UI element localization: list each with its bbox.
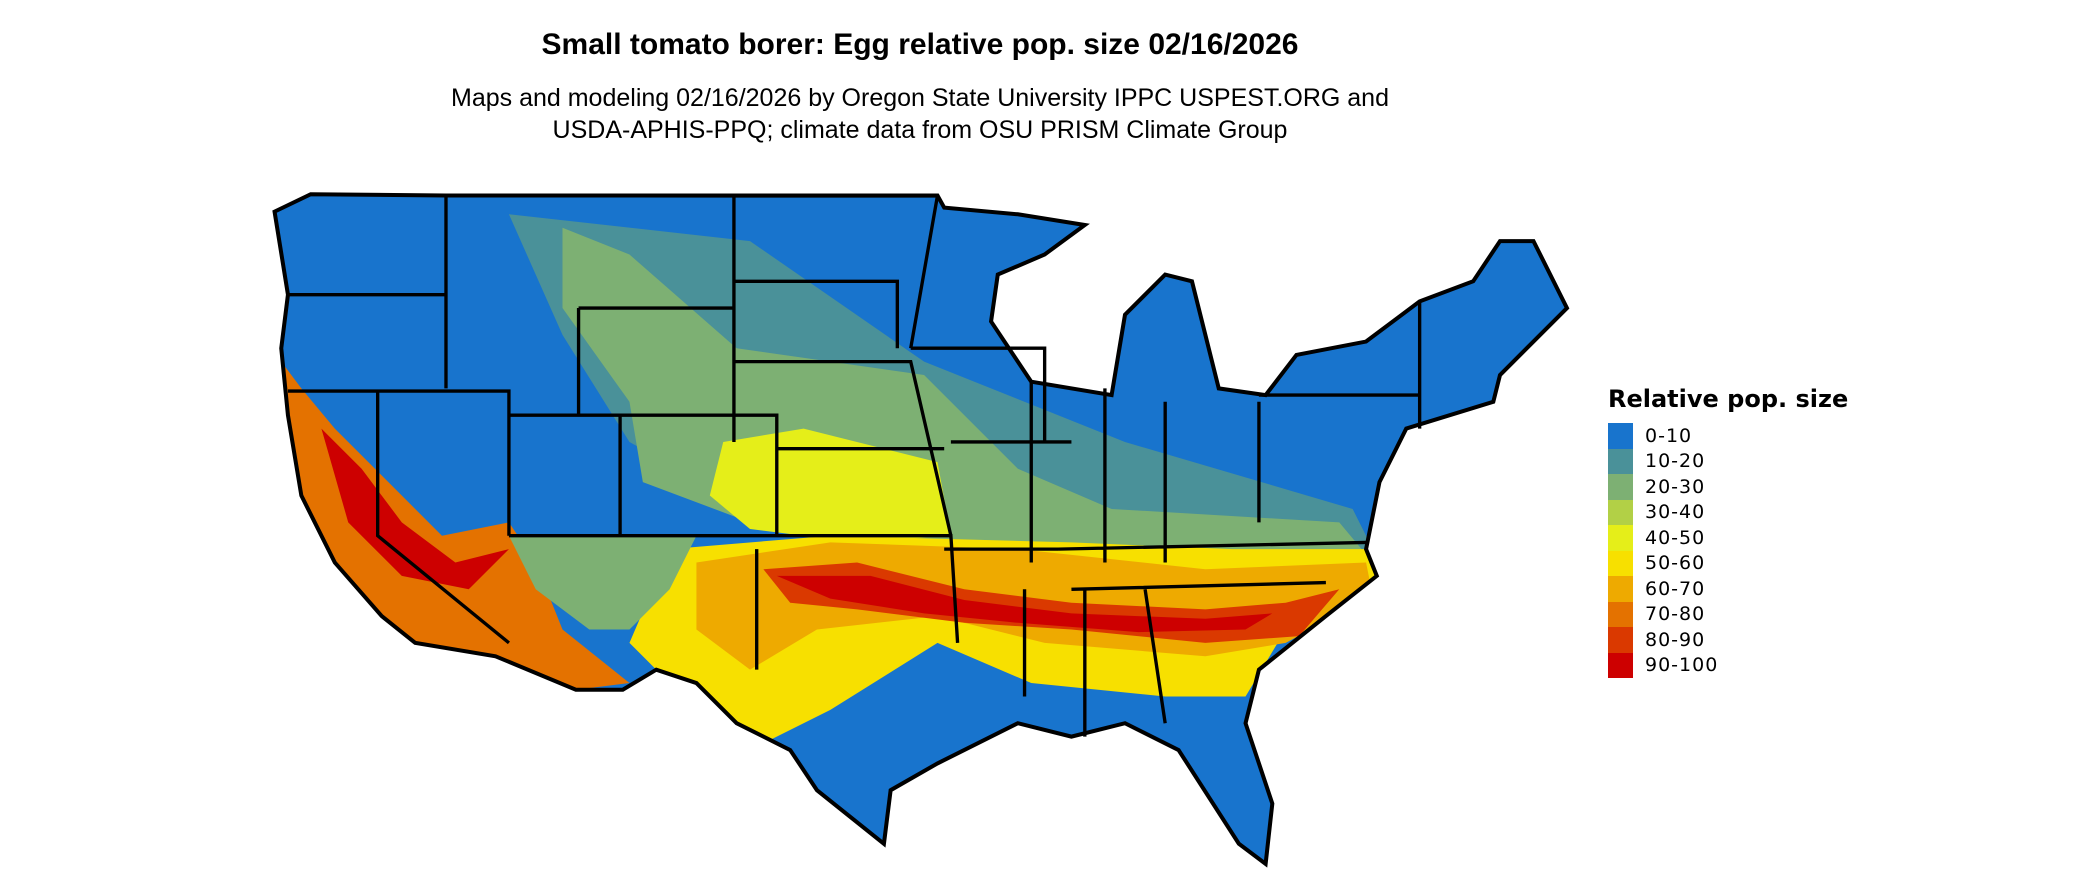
legend-swatch bbox=[1608, 448, 1633, 474]
legend-swatch bbox=[1608, 423, 1633, 449]
state-borders bbox=[287, 195, 1422, 737]
legend-label: 0-10 bbox=[1645, 424, 1693, 447]
band-west-coast bbox=[281, 361, 630, 690]
legend-items: 0-10 10-20 20-30 30-40 40-50 50-60 60-70 70-80 8… bbox=[1608, 423, 1848, 678]
legend-label: 90-100 bbox=[1645, 654, 1719, 677]
legend-item: 0-10 bbox=[1608, 423, 1848, 449]
map-subtitle: Maps and modeling 02/16/2026 by Oregon S… bbox=[0, 82, 1840, 146]
legend-item: 50-60 bbox=[1608, 550, 1848, 576]
legend-swatch bbox=[1608, 652, 1633, 678]
band-west-coast-red bbox=[321, 428, 509, 590]
legend-swatch bbox=[1608, 576, 1633, 602]
band-40-50 bbox=[709, 428, 951, 543]
legend-item: 40-50 bbox=[1608, 525, 1848, 551]
legend-label: 60-70 bbox=[1645, 577, 1706, 600]
legend-swatch bbox=[1608, 601, 1633, 627]
legend-item: 20-30 bbox=[1608, 474, 1848, 500]
legend-swatch bbox=[1608, 525, 1633, 551]
legend-label: 80-90 bbox=[1645, 628, 1706, 651]
map-title: Small tomato borer: Egg relative pop. si… bbox=[541, 28, 1299, 61]
legend-item: 30-40 bbox=[1608, 499, 1848, 525]
legend-item: 70-80 bbox=[1608, 601, 1848, 627]
band-southwest-green bbox=[508, 535, 697, 630]
legend-label: 30-40 bbox=[1645, 501, 1706, 524]
legend-title: Relative pop. size bbox=[1608, 385, 1849, 413]
legend-swatch bbox=[1608, 627, 1633, 653]
legend-label: 10-20 bbox=[1645, 450, 1706, 473]
legend: Relative pop. size 0-10 10-20 20-30 30-40 40… bbox=[1608, 385, 1848, 678]
legend-label: 20-30 bbox=[1645, 475, 1706, 498]
legend-item: 60-70 bbox=[1608, 576, 1848, 602]
legend-swatch bbox=[1608, 474, 1633, 500]
subtitle-line-2: USDA-APHIS-PPQ; climate data from OSU PR… bbox=[552, 116, 1288, 144]
legend-label: 40-50 bbox=[1645, 526, 1706, 549]
legend-item: 10-20 bbox=[1608, 448, 1848, 474]
legend-label: 50-60 bbox=[1645, 552, 1706, 575]
legend-swatch bbox=[1608, 499, 1633, 525]
legend-swatch bbox=[1608, 550, 1633, 576]
legend-item: 80-90 bbox=[1608, 627, 1848, 653]
subtitle-line-1: Maps and modeling 02/16/2026 by Oregon S… bbox=[451, 84, 1389, 112]
legend-item: 90-100 bbox=[1608, 652, 1848, 678]
legend-label: 70-80 bbox=[1645, 603, 1706, 626]
